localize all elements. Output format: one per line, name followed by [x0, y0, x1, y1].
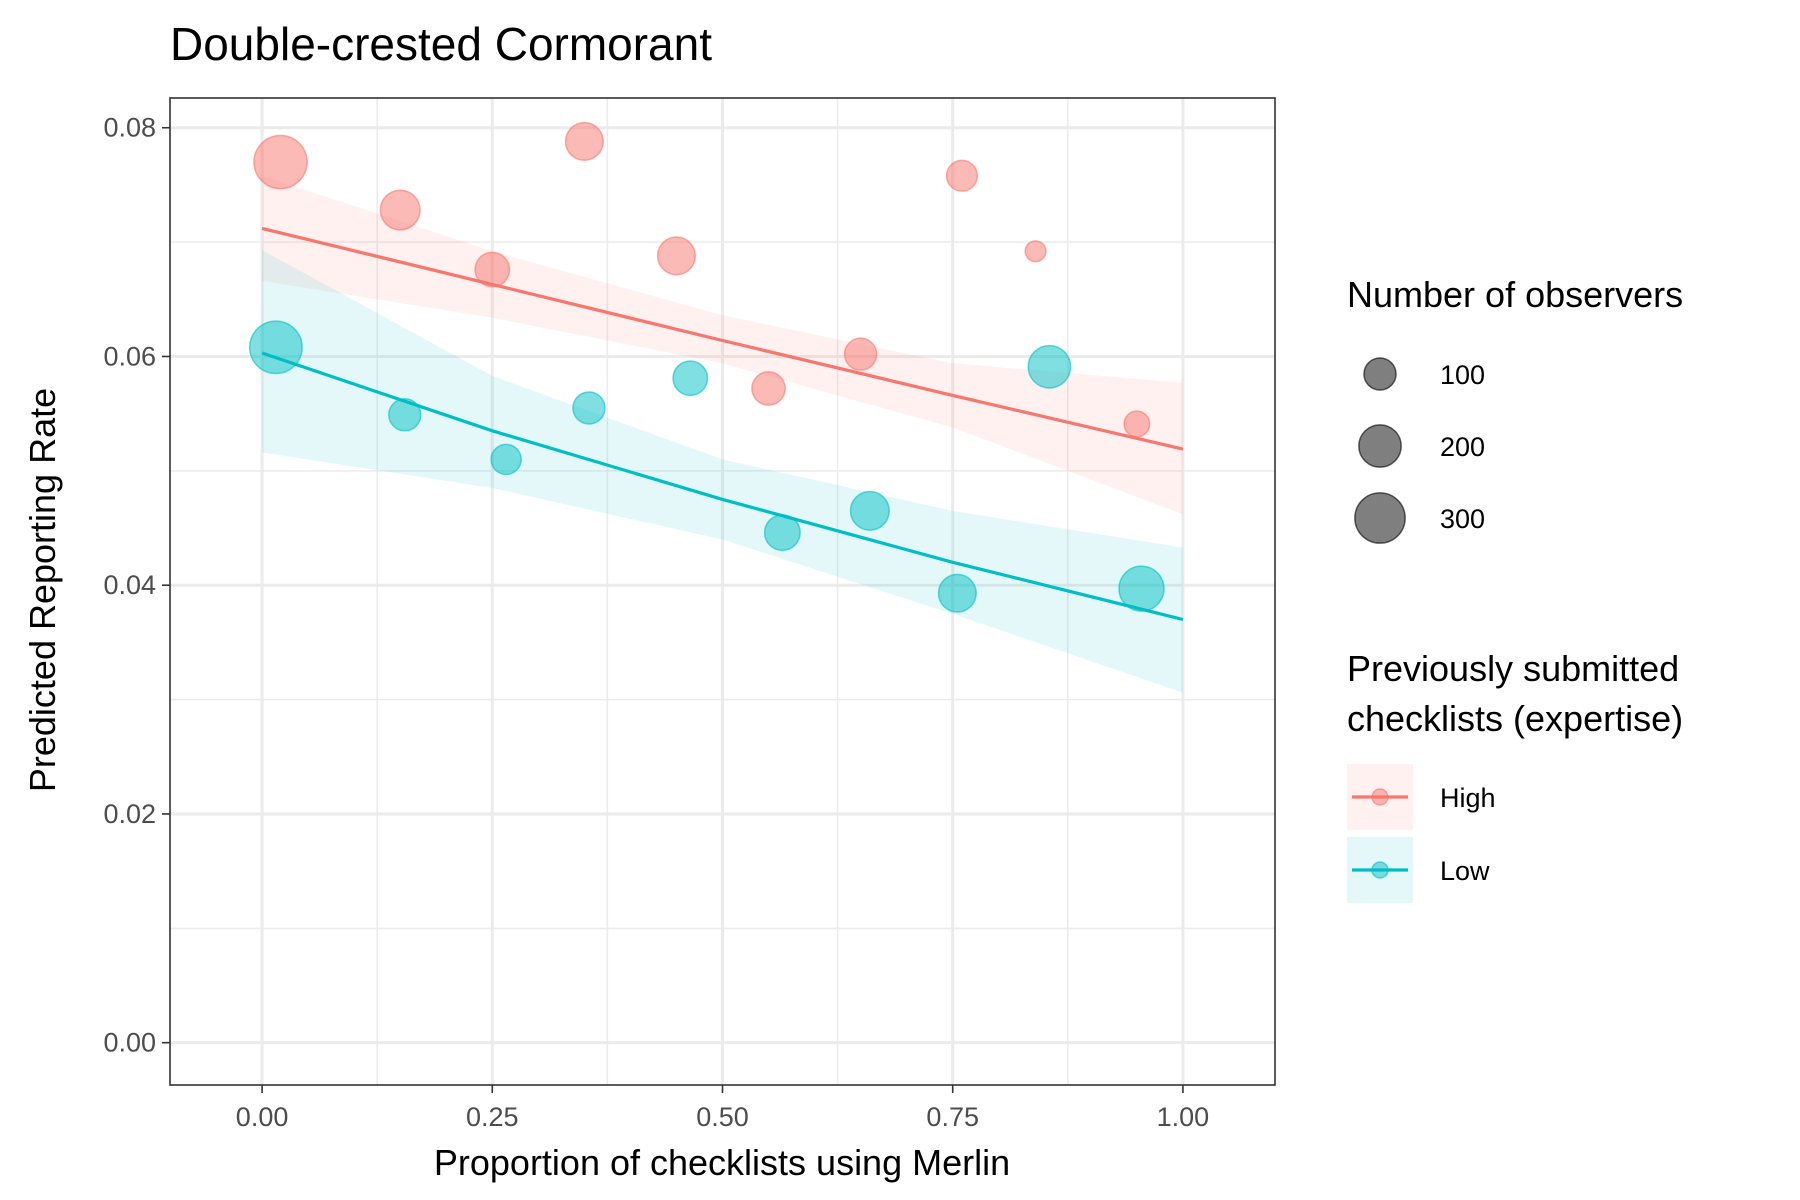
data-point-high	[656, 236, 697, 276]
color-legend-key-point	[1371, 788, 1389, 806]
data-point-high	[564, 121, 604, 162]
axes: 0.00 0.25 0.50 0.75 1.00 0.00 0.02 0.04 0.06 0.08	[103, 113, 1209, 1132]
size-legend-label: 300	[1440, 504, 1485, 534]
data-point-low	[248, 320, 303, 375]
x-tick-label: 0.25	[466, 1102, 519, 1132]
y-tick-label: 0.04	[103, 570, 156, 600]
data-point-low	[572, 391, 606, 425]
size-legend-key	[1363, 357, 1397, 391]
chart-title: Double-crested Cormorant	[170, 18, 712, 70]
data-point-high	[945, 159, 979, 192]
data-point-high	[843, 337, 878, 371]
data-point-high	[1024, 240, 1047, 263]
color-legend-title: Previously submitted	[1347, 648, 1679, 689]
data-point-low	[388, 398, 422, 432]
x-tick-label: 0.50	[696, 1102, 749, 1132]
x-axis-title: Proportion of checklists using Merlin	[434, 1142, 1010, 1183]
color-legend-label: Low	[1440, 856, 1490, 886]
trend-line-high	[261, 226, 1184, 451]
data-point-low	[1027, 344, 1072, 389]
y-axis-title: Predicted Reporting Rate	[22, 388, 63, 792]
data-point-high	[1123, 410, 1151, 438]
y-tick-label: 0.08	[103, 113, 156, 143]
size-legend-label: 200	[1440, 432, 1485, 462]
data-point-low	[490, 443, 522, 476]
size-legend-title: Number of observers	[1347, 274, 1683, 315]
data-point-high	[751, 371, 786, 406]
data-point-low	[849, 490, 890, 531]
size-legend-label: 100	[1440, 360, 1485, 390]
x-tick-label: 1.00	[1157, 1102, 1210, 1132]
x-tick-label: 0.00	[236, 1102, 289, 1132]
trend-line-low	[261, 351, 1184, 622]
data-point-low	[1118, 565, 1165, 612]
data-point-low	[937, 573, 977, 613]
legend: Number of observers 100 200 300 Previously s…	[1347, 274, 1683, 903]
data-point-high	[379, 189, 421, 231]
color-legend-label: High	[1440, 783, 1496, 813]
data-point-low	[672, 360, 709, 397]
color-legend-title: checklists (expertise)	[1347, 698, 1683, 739]
plot-panel	[169, 97, 1276, 1086]
y-tick-label: 0.02	[103, 799, 156, 829]
data-point-high	[253, 134, 308, 190]
size-legend-key	[1358, 424, 1402, 468]
x-tick-label: 0.75	[926, 1102, 979, 1132]
y-tick-label: 0.06	[103, 341, 156, 371]
data-point-high	[474, 251, 511, 288]
size-legend-key	[1354, 492, 1406, 544]
y-tick-label: 0.00	[103, 1028, 156, 1058]
color-legend-key-point	[1371, 861, 1389, 879]
